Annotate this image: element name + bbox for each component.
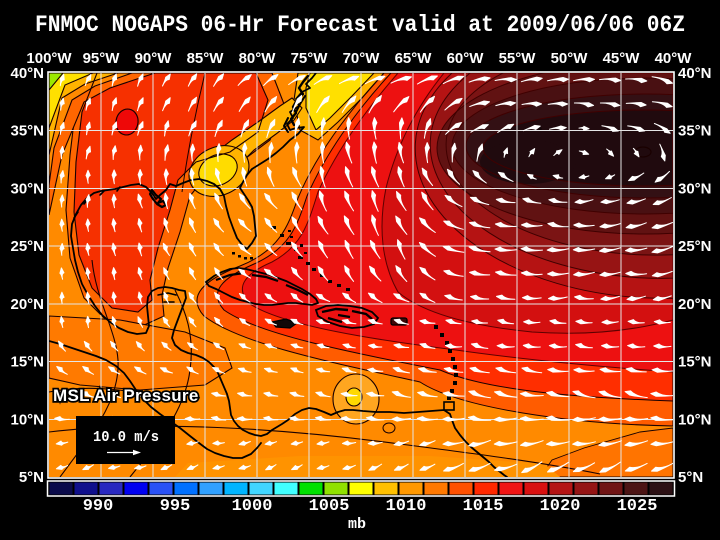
- svg-text:25°N: 25°N: [10, 238, 44, 255]
- svg-text:15°N: 15°N: [678, 354, 712, 371]
- svg-text:1010: 1010: [386, 497, 427, 516]
- svg-text:95°W: 95°W: [83, 50, 121, 67]
- svg-text:35°N: 35°N: [10, 123, 44, 140]
- svg-text:25°N: 25°N: [678, 238, 712, 255]
- svg-text:MSL Air Pressure: MSL Air Pressure: [53, 386, 199, 405]
- svg-text:FNMOC NOGAPS 06-Hr Forecast va: FNMOC NOGAPS 06-Hr Forecast valid at 200…: [35, 12, 685, 38]
- svg-text:mb: mb: [348, 516, 366, 533]
- svg-text:80°W: 80°W: [239, 50, 277, 67]
- svg-text:65°W: 65°W: [395, 50, 433, 67]
- svg-text:40°W: 40°W: [655, 50, 693, 67]
- svg-text:60°W: 60°W: [447, 50, 485, 67]
- svg-text:55°W: 55°W: [499, 50, 537, 67]
- svg-text:10°N: 10°N: [10, 411, 44, 428]
- svg-text:45°W: 45°W: [603, 50, 641, 67]
- svg-text:990: 990: [83, 497, 114, 516]
- svg-text:40°N: 40°N: [10, 65, 44, 82]
- svg-text:100°W: 100°W: [26, 50, 72, 67]
- svg-text:1025: 1025: [617, 497, 658, 516]
- svg-text:15°N: 15°N: [10, 354, 44, 371]
- svg-text:20°N: 20°N: [678, 296, 712, 313]
- svg-text:30°N: 30°N: [10, 180, 44, 197]
- svg-text:75°W: 75°W: [291, 50, 329, 67]
- svg-text:1015: 1015: [463, 497, 504, 516]
- svg-text:5°N: 5°N: [678, 469, 703, 486]
- svg-text:50°W: 50°W: [551, 50, 589, 67]
- svg-text:1005: 1005: [309, 497, 350, 516]
- svg-text:35°N: 35°N: [678, 123, 712, 140]
- svg-text:90°W: 90°W: [135, 50, 173, 67]
- svg-text:10.0 m/s: 10.0 m/s: [93, 429, 159, 446]
- svg-text:995: 995: [160, 497, 191, 516]
- svg-text:5°N: 5°N: [19, 469, 44, 486]
- svg-text:70°W: 70°W: [343, 50, 381, 67]
- svg-text:30°N: 30°N: [678, 180, 712, 197]
- svg-text:10°N: 10°N: [678, 411, 712, 428]
- svg-text:1000: 1000: [232, 497, 273, 516]
- svg-text:40°N: 40°N: [678, 65, 712, 82]
- svg-text:1020: 1020: [540, 497, 581, 516]
- svg-text:20°N: 20°N: [10, 296, 44, 313]
- svg-text:85°W: 85°W: [187, 50, 225, 67]
